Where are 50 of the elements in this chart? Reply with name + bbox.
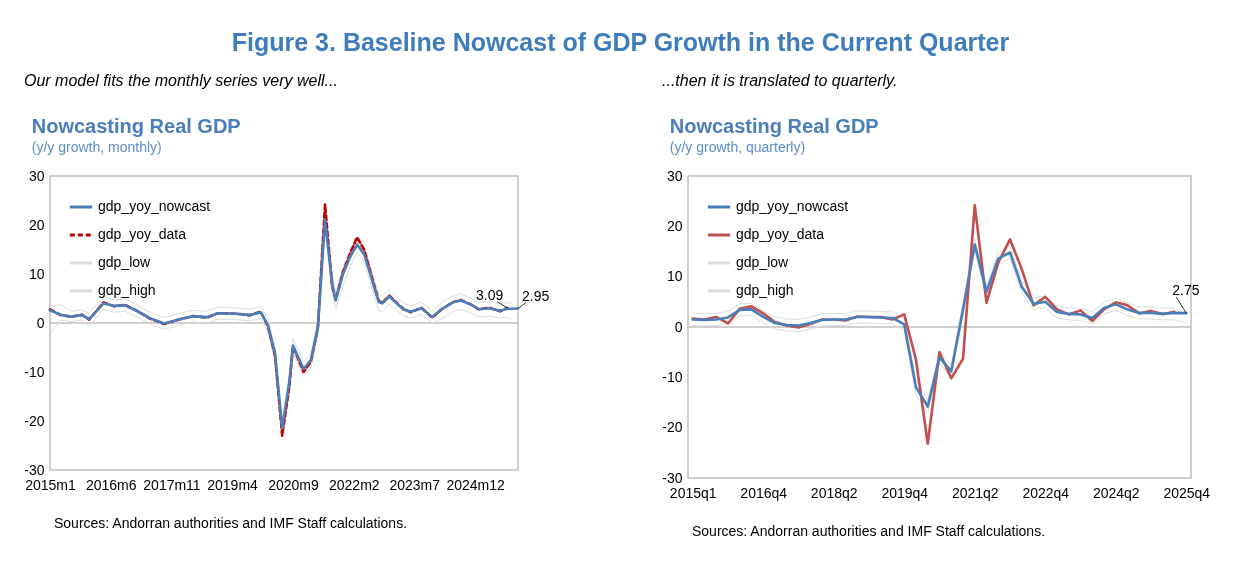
chart-title: Nowcasting Real GDP [31, 115, 241, 137]
y-tick-label: 0 [36, 314, 45, 331]
x-tick-label: 2025q4 [1163, 484, 1211, 501]
x-tick-label: 2024q2 [1092, 484, 1140, 501]
legend-label: gdp_low [736, 254, 790, 270]
y-tick-label: 0 [674, 318, 683, 335]
x-tick-label: 2016m6 [85, 476, 137, 493]
legend-label: gdp_yoy_data [98, 226, 187, 242]
x-tick-label: 2019m4 [207, 476, 259, 493]
chart-subtitle: (y/y growth, quarterly) [669, 139, 806, 155]
y-tick-label: 10 [666, 268, 683, 285]
annotation: 2.75 [1172, 282, 1200, 299]
x-tick-label: 2021q2 [951, 484, 999, 501]
source-note: Sources: Andorran authorities and IMF Staff calculations. [54, 515, 409, 531]
y-tick-label: -10 [24, 363, 45, 380]
y-tick-label: 30 [28, 167, 45, 184]
text: Figure 3. Baseline Nowcast of GDP Growth in the Current Quarter [230, 28, 1011, 57]
y-tick-label: -10 [662, 368, 683, 385]
legend-label: gdp_low [98, 254, 152, 270]
x-tick-label: 2018q2 [810, 484, 858, 501]
legend-label: gdp_yoy_data [736, 226, 825, 242]
chart-title: Nowcasting Real GDP [669, 115, 879, 137]
y-tick-label: -30 [662, 469, 683, 486]
source-note: Sources: Andorran authorities and IMF Staff calculations. [692, 523, 1047, 539]
text: Our model fits the monthly series very well... [24, 72, 339, 91]
text: ...then it is translated to quarterly. [662, 72, 899, 91]
x-tick-label: 2022q4 [1022, 484, 1070, 501]
annotation: 3.09 [476, 286, 504, 303]
x-tick-label: 2023m7 [389, 476, 441, 493]
y-tick-label: 20 [666, 217, 683, 234]
y-tick-label: -30 [24, 461, 45, 478]
x-tick-label: 2024m12 [446, 476, 506, 493]
y-tick-label: 30 [666, 167, 683, 184]
annotation: 2.95 [522, 287, 550, 304]
legend-label: gdp_high [98, 282, 156, 298]
x-tick-label: 2016q4 [740, 484, 788, 501]
y-tick-label: -20 [662, 419, 683, 436]
y-tick-label: 10 [28, 265, 45, 282]
legend-label: gdp_high [736, 282, 794, 298]
legend-label: gdp_yoy_nowcast [736, 198, 849, 214]
x-tick-label: 2015m1 [25, 476, 77, 493]
x-tick-label: 2017m11 [143, 476, 201, 493]
y-tick-label: 20 [28, 216, 45, 233]
x-tick-label: 2022m2 [328, 476, 380, 493]
x-tick-label: 2020m9 [268, 476, 319, 493]
x-tick-label: 2019q4 [881, 484, 929, 501]
y-tick-label: -20 [24, 412, 45, 429]
x-tick-label: 2015q1 [669, 484, 717, 501]
chart-subtitle: (y/y growth, monthly) [31, 139, 162, 155]
legend-label: gdp_yoy_nowcast [98, 198, 211, 214]
